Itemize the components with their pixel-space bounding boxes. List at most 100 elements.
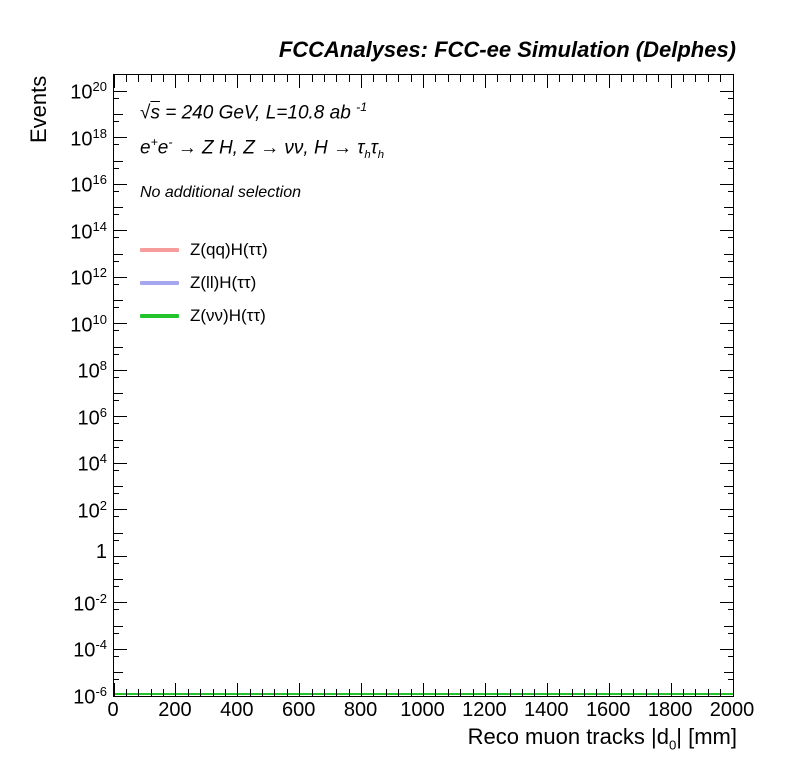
x-axis-tick [447,75,449,82]
y-axis-minor-tick [114,562,119,564]
legend-line-swatch [140,247,179,252]
x-axis-tick [410,75,412,82]
y-axis-tick [114,323,127,325]
y-axis-tick [720,509,733,511]
x-axis-tick [212,75,214,82]
x-axis-tick [398,689,400,696]
x-axis-tick [361,75,363,88]
x-axis-tick [323,689,325,696]
y-axis-tick [724,253,733,255]
x-axis-tick [571,75,573,82]
y-axis-minor-tick [114,260,119,262]
x-axis-tick-label: 1600 [585,699,631,721]
y-axis-minor-tick [114,400,119,402]
x-axis-tick [509,689,511,696]
y-axis-tick [724,625,733,627]
x-axis-tick [534,689,536,696]
y-axis-minor-tick [728,353,733,355]
y-axis-minor-tick [728,121,733,123]
y-axis-tick-label: 1 [95,541,107,564]
y-axis-minor-tick [114,283,119,285]
y-axis-minor-tick [114,376,119,378]
x-axis-tick [559,75,561,82]
x-axis-tick [200,75,202,82]
annotation-process: e+e- → Z H, Z → νν, H → τhτh [140,135,385,162]
y-axis-tick [720,230,733,232]
x-axis-tick [497,75,499,82]
x-axis-tick [658,75,660,82]
y-axis-minor-tick [114,214,119,216]
y-axis-tick [724,439,733,441]
x-axis-tick [311,75,313,82]
y-axis-minor-tick [728,632,733,634]
legend-entry-label: Z(νν)H(ττ) [190,305,266,325]
y-axis-tick-label: 10-2 [73,590,107,616]
x-axis-tick [274,689,276,696]
x-axis-tick [224,689,226,696]
x-axis-tick [460,689,462,696]
x-axis-tick-label: 1400 [524,699,569,721]
y-axis-minor-tick [728,283,733,285]
x-axis-tick [608,75,610,88]
y-axis-tick [720,90,733,92]
plot-title: FCCAnalyses: FCC-ee Simulation (Delphes) [278,37,736,62]
y-axis-minor-tick [114,144,119,146]
x-axis-tick [385,75,387,82]
y-axis-minor-tick [728,539,733,541]
x-axis-tick [187,689,189,696]
x-axis-tick [682,75,684,82]
x-axis-tick [645,75,647,82]
x-axis-tick [695,689,697,696]
x-axis-tick [707,75,709,82]
x-axis-tick [125,75,127,82]
x-axis-tick [212,689,214,696]
x-axis-tick [546,683,548,696]
y-axis-tick [114,509,127,511]
y-axis-tick [114,207,123,209]
y-axis-tick [114,90,127,92]
x-axis-tick-label: 1200 [462,699,507,721]
x-axis-tick [286,75,288,82]
x-axis-tick [237,75,239,88]
x-axis-tick [237,683,239,696]
x-axis-tick [682,689,684,696]
y-axis-tick [720,137,733,139]
y-axis-minor-tick [728,97,733,99]
y-axis-tick-label: 102 [77,497,107,523]
plot-frame [113,74,734,697]
x-axis-tick [224,75,226,82]
x-axis-tick [645,689,647,696]
x-axis-tick [249,75,251,82]
y-axis-tick [720,602,733,604]
y-axis-tick [724,160,733,162]
x-axis-tick [707,689,709,696]
x-axis-tick [423,75,424,88]
y-axis-tick-label: 10-4 [73,637,107,663]
y-axis-tick [114,183,127,185]
y-axis-minor-tick [114,121,119,123]
legend-line-swatch [140,280,179,285]
x-axis-tick [596,689,598,696]
x-axis-tick [670,75,672,88]
y-axis-minor-tick [728,307,733,309]
y-axis-minor-tick [728,679,733,681]
y-axis-minor-tick [728,423,733,425]
x-axis-tick [113,683,115,696]
x-axis-tick [621,75,623,82]
y-axis-tick [114,579,123,581]
y-axis-minor-tick [728,260,733,262]
y-axis-tick [114,300,123,302]
x-axis-tick [200,689,202,696]
y-axis-tick [724,393,733,395]
y-axis-tick [114,695,127,697]
x-axis-tick [522,689,524,696]
x-axis-tick [484,75,486,88]
x-axis-tick [695,75,697,82]
x-axis-tick [732,75,734,88]
y-axis-minor-tick [728,493,733,495]
y-axis-minor-tick [728,330,733,332]
y-axis-minor-tick [728,609,733,611]
y-axis-tick [114,276,127,278]
y-axis-tick [724,114,733,116]
x-axis-tick [163,689,165,696]
